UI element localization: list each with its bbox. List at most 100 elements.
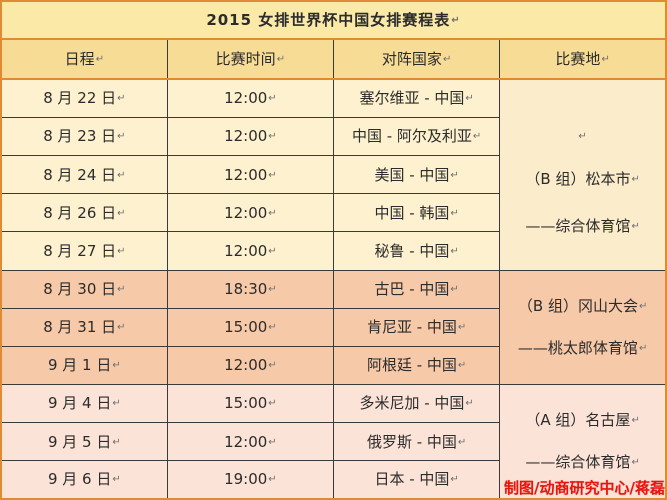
pilcrow-mark: ↵ xyxy=(450,245,459,257)
cell-time: 12:00↵ xyxy=(166,231,335,271)
cell-date: 8 月 26 日↵ xyxy=(0,193,168,233)
pilcrow-mark: ↵ xyxy=(117,207,126,219)
pilcrow-mark: ↵ xyxy=(457,436,467,448)
cell-date-text: 9 月 1 日 xyxy=(47,356,112,375)
cell-time-text: 12:00 xyxy=(224,89,268,108)
column-header-date-label: 日程 xyxy=(64,50,95,69)
cell-time-text: 12:00 xyxy=(224,127,268,146)
cell-time-text: 12:00 xyxy=(224,203,268,222)
pilcrow-mark: ↵ xyxy=(450,283,459,295)
pilcrow-mark: ↵ xyxy=(578,130,587,142)
cell-time-text: 12:00 xyxy=(224,432,268,451)
pilcrow-mark: ↵ xyxy=(268,474,277,486)
cell-time-text: 12:00 xyxy=(224,356,268,375)
pilcrow-mark: ↵ xyxy=(112,360,121,372)
cell-match: 中国 - 阿尔及利亚↵ xyxy=(332,116,501,157)
table-row: 8 月 31 日↵ 15:00↵ 肯尼亚 - 中国↵ xyxy=(0,307,666,347)
cell-match-text: 中国 - 阿尔及利亚 xyxy=(351,127,472,146)
cell-match: 古巴 - 中国↵ xyxy=(332,269,501,309)
table-row: 9 月 6 日↵ 19:00↵ 日本 - 中国↵ xyxy=(0,460,666,500)
cell-date-text: 8 月 31 日 xyxy=(43,318,117,337)
pilcrow-mark: ↵ xyxy=(268,283,277,295)
cell-match: 中国 - 韩国↵ xyxy=(332,193,501,233)
table-row: 9 月 4 日↵ 15:00↵ 多米尼加 - 中国↵ （A 组）名古屋↵ ——综… xyxy=(0,383,667,500)
cell-date: 9 月 5 日↵ xyxy=(0,422,168,462)
table-row: 8 月 22 日↵ 12:00↵ 塞尔维亚 - 中国↵ ↵ （B 组）松本市↵ … xyxy=(0,78,667,271)
cell-time-text: 15:00 xyxy=(224,394,268,413)
cell-match: 塞尔维亚 - 中国↵ xyxy=(332,78,501,118)
pilcrow-mark: ↵ xyxy=(268,131,277,143)
cell-date: 8 月 24 日↵ xyxy=(0,155,168,195)
cell-date: 8 月 30 日↵ xyxy=(0,269,168,309)
pilcrow-mark: ↵ xyxy=(112,398,121,410)
venue-city-2: （B 组）冈山大会↵ xyxy=(518,296,647,316)
credit-watermark: 制图/动商研究中心/蒋磊 xyxy=(504,479,665,497)
cell-date: 9 月 6 日↵ xyxy=(0,460,168,500)
pilcrow-mark: ↵ xyxy=(117,245,126,257)
cell-date: 9 月 1 日↵ xyxy=(0,345,168,385)
table-row: 8 月 30 日↵ 18:30↵ 古巴 - 中国↵ （B 组）冈山大会↵ ——桃… xyxy=(0,269,667,385)
cell-date: 8 月 31 日↵ xyxy=(0,307,168,347)
cell-match: 秘鲁 - 中国↵ xyxy=(332,231,501,271)
column-header-match: 对阵国家↵ xyxy=(332,38,501,81)
column-header-venue-label: 比赛地 xyxy=(555,50,601,69)
cell-date: 8 月 27 日↵ xyxy=(0,231,168,271)
venue-city-1: （B 组）松本市↵ xyxy=(525,169,639,189)
page-title: 2015 女排世界杯中国女排赛程表↵ xyxy=(0,0,667,41)
pilcrow-mark: ↵ xyxy=(631,457,640,469)
cell-match-text: 日本 - 中国 xyxy=(374,470,450,489)
pilcrow-mark: ↵ xyxy=(117,93,126,105)
cell-date-text: 8 月 26 日 xyxy=(43,203,117,222)
pilcrow-mark: ↵ xyxy=(465,398,474,410)
cell-time: 12:00↵ xyxy=(166,78,335,118)
cell-date: 9 月 4 日↵ xyxy=(0,383,168,424)
cell-time: 19:00↵ xyxy=(166,460,335,500)
pilcrow-mark: ↵ xyxy=(268,245,277,257)
pilcrow-mark: ↵ xyxy=(117,322,126,334)
pilcrow-mark: ↵ xyxy=(631,415,640,427)
title-row: 2015 女排世界杯中国女排赛程表↵ xyxy=(0,0,667,41)
pilcrow-mark: ↵ xyxy=(112,474,121,486)
pilcrow-mark: ↵ xyxy=(451,14,461,26)
cell-date-text: 8 月 22 日 xyxy=(43,89,117,108)
pilcrow-mark: ↵ xyxy=(268,436,277,448)
pilcrow-mark: ↵ xyxy=(268,322,277,334)
pilcrow-mark: ↵ xyxy=(638,343,648,355)
cell-date-text: 8 月 24 日 xyxy=(43,165,117,184)
pilcrow-mark: ↵ xyxy=(117,283,126,295)
venue-arena-2: ——桃太郎体育馆↵ xyxy=(518,338,647,358)
cell-match-text: 美国 - 中国 xyxy=(374,165,450,184)
column-header-time: 比赛时间↵ xyxy=(166,38,335,81)
cell-time-text: 15:00 xyxy=(224,318,268,337)
pilcrow-mark: ↵ xyxy=(268,93,277,105)
cell-time-text: 18:30 xyxy=(224,279,268,298)
cell-match-text: 塞尔维亚 - 中国 xyxy=(359,89,465,108)
cell-time: 15:00↵ xyxy=(166,383,335,424)
pilcrow-mark: ↵ xyxy=(95,54,105,66)
pilcrow-mark: ↵ xyxy=(276,54,286,66)
cell-date-text: 9 月 5 日 xyxy=(47,432,112,451)
venue-city-3: （A 组）名古屋↵ xyxy=(525,410,639,430)
pilcrow-mark: ↵ xyxy=(450,474,459,486)
pilcrow-mark: ↵ xyxy=(450,169,459,181)
cell-time: 18:30↵ xyxy=(166,269,335,309)
cell-time: 15:00↵ xyxy=(166,307,335,347)
pilcrow-mark: ↵ xyxy=(472,131,482,143)
cell-venue-group-2: （B 组）冈山大会↵ ——桃太郎体育馆↵ xyxy=(499,269,667,385)
cell-match: 肯尼亚 - 中国↵ xyxy=(332,307,501,347)
column-header-match-label: 对阵国家 xyxy=(381,50,442,69)
cell-date-text: 9 月 4 日 xyxy=(47,394,112,413)
header-row: 日程↵ 比赛时间↵ 对阵国家↵ 比赛地↵ xyxy=(0,38,667,81)
column-header-venue: 比赛地↵ xyxy=(499,38,667,81)
cell-match: 日本 - 中国↵ xyxy=(332,460,501,500)
cell-match-text: 古巴 - 中国 xyxy=(374,279,450,298)
pilcrow-mark: ↵ xyxy=(450,207,459,219)
pilcrow-mark: ↵ xyxy=(117,169,126,181)
pilcrow-mark: ↵ xyxy=(457,360,467,372)
cell-time: 12:00↵ xyxy=(166,155,335,195)
cell-time: 12:00↵ xyxy=(166,345,335,385)
venue-city-1-text: （B 组）松本市 xyxy=(525,170,631,189)
table-row: 8 月 26 日↵ 12:00↵ 中国 - 韩国↵ xyxy=(0,193,666,233)
pilcrow-mark: ↵ xyxy=(638,300,648,312)
